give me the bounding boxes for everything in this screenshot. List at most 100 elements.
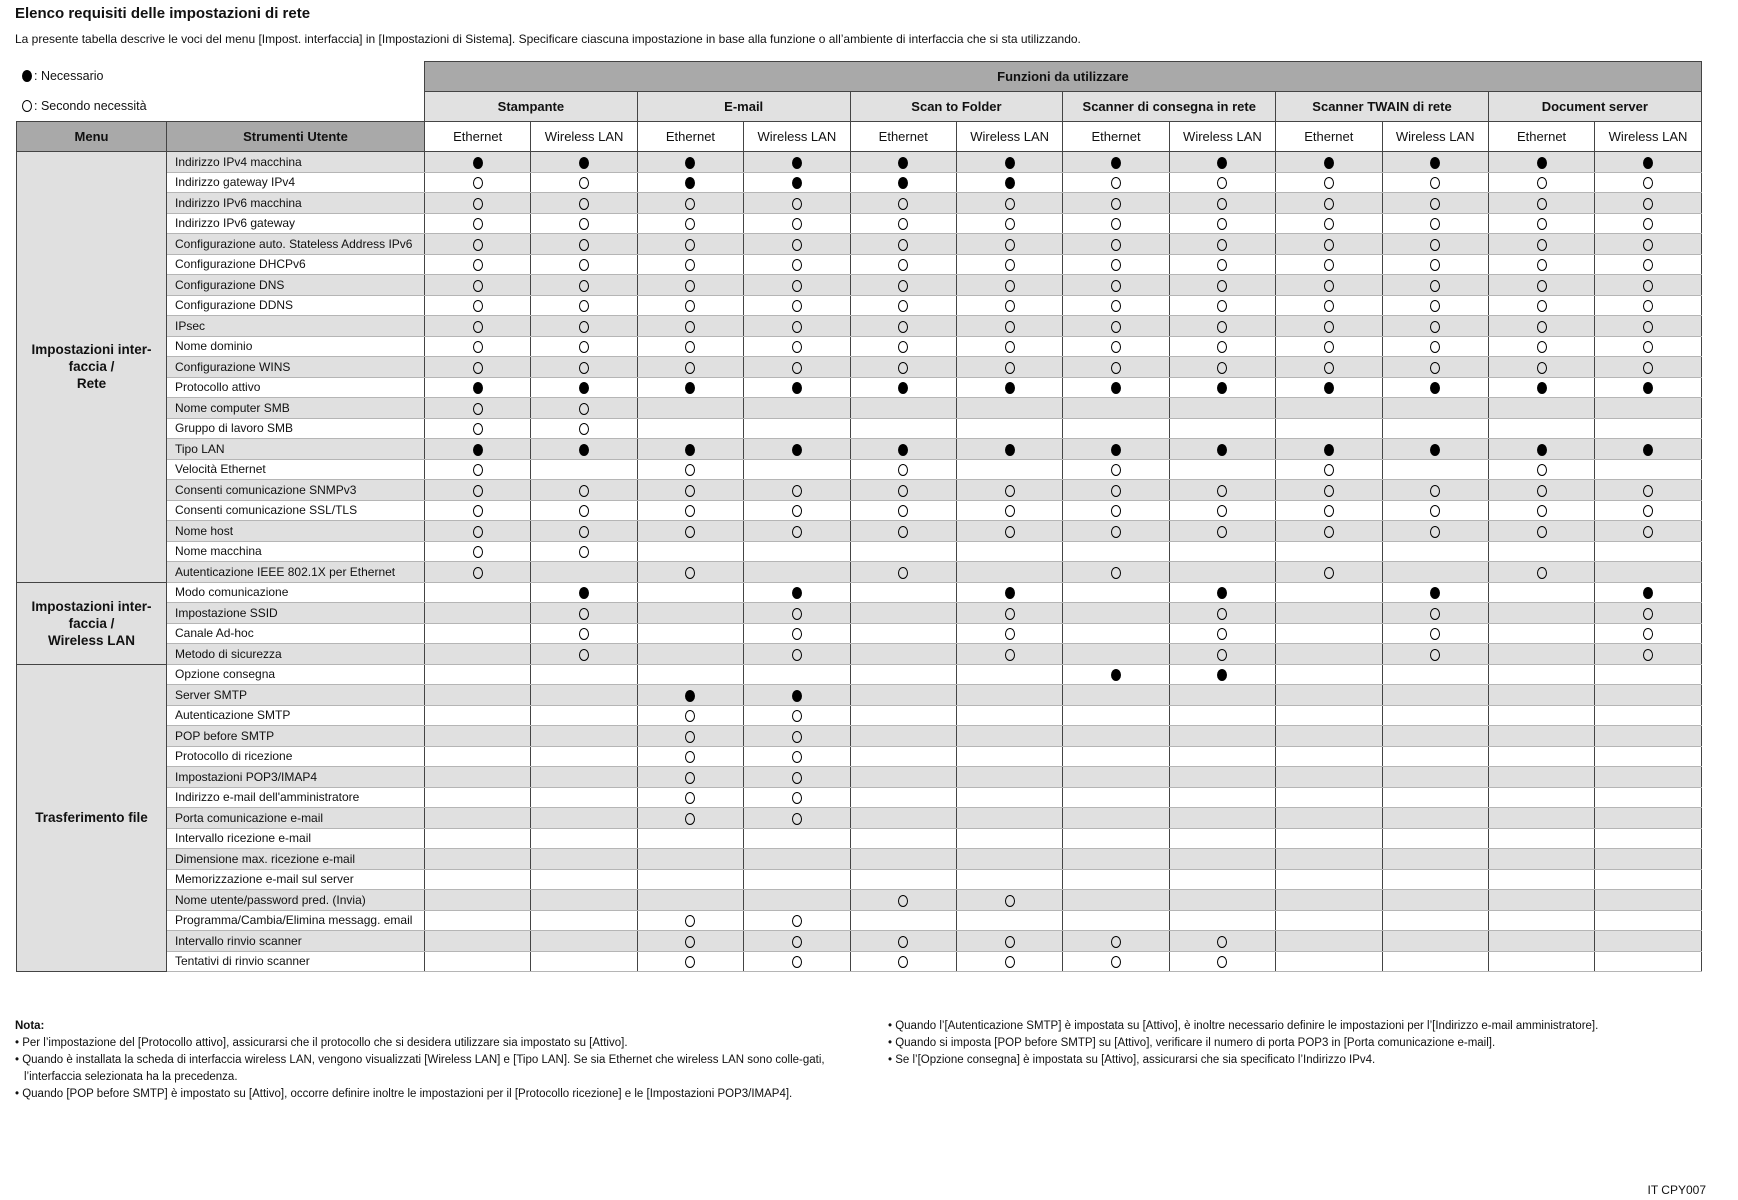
note-item: • Se l’[Opzione consegna] è impostata su…	[888, 1054, 1376, 1066]
requirement-cell	[1487, 479, 1596, 501]
requirement-cell	[636, 438, 745, 460]
requirement-cell	[955, 253, 1064, 275]
filled-circle-icon	[1643, 443, 1654, 456]
requirement-cell	[955, 930, 1064, 952]
requirement-cell	[1381, 643, 1489, 665]
open-circle-icon	[579, 177, 590, 190]
requirement-cell	[1381, 704, 1489, 726]
requirement-cell	[423, 376, 532, 398]
open-circle-icon	[1004, 607, 1015, 620]
requirement-cell	[636, 684, 745, 706]
user-tool-name: Modo comunicazione	[166, 581, 425, 603]
open-circle-icon	[579, 628, 590, 641]
requirement-cell	[849, 253, 957, 275]
requirement-cell	[1487, 704, 1596, 726]
open-circle-icon	[1004, 259, 1015, 272]
requirement-cell	[1381, 848, 1489, 870]
requirement-cell	[530, 376, 638, 398]
requirement-cell	[1594, 233, 1702, 255]
open-circle-icon	[791, 505, 802, 518]
function-header: Scan to Folder	[849, 91, 1064, 122]
requirement-cell	[1487, 684, 1596, 706]
requirement-cell	[955, 356, 1064, 378]
requirement-cell	[1594, 848, 1702, 870]
table-row: Protocollo attivo	[17, 376, 1702, 398]
open-circle-icon	[685, 505, 696, 518]
requirement-cell	[1168, 438, 1277, 460]
requirement-cell	[530, 684, 638, 706]
open-circle-icon	[1643, 259, 1654, 272]
open-circle-icon	[579, 484, 590, 497]
open-circle-icon	[1323, 218, 1334, 231]
open-circle-icon	[791, 751, 802, 764]
requirement-cell	[1062, 376, 1170, 398]
open-circle-icon	[1643, 279, 1654, 292]
requirement-cell	[1487, 294, 1596, 316]
open-circle-icon	[1004, 894, 1015, 907]
requirement-cell	[1168, 458, 1277, 480]
requirement-cell	[955, 397, 1064, 419]
requirement-cell	[1594, 458, 1702, 480]
requirement-cell	[955, 561, 1064, 583]
requirement-cell	[743, 458, 851, 480]
open-circle-icon	[685, 238, 696, 251]
requirement-cell	[1062, 540, 1170, 562]
requirement-cell	[955, 663, 1064, 685]
requirement-cell	[743, 643, 851, 665]
requirement-cell	[1275, 458, 1383, 480]
open-circle-icon	[791, 361, 802, 374]
requirement-cell	[1168, 930, 1277, 952]
open-circle-icon	[1217, 525, 1228, 538]
open-circle-icon	[472, 259, 483, 272]
requirement-cell	[1594, 499, 1702, 521]
requirement-cell	[1275, 581, 1383, 603]
requirement-cell	[1594, 151, 1702, 173]
requirement-cell	[636, 335, 745, 357]
open-circle-icon	[1643, 628, 1654, 641]
requirement-cell	[1381, 745, 1489, 767]
open-circle-icon	[1217, 197, 1228, 210]
requirement-cell	[743, 684, 851, 706]
legend-optional-label: : Secondo necessità	[34, 99, 147, 113]
header-row-function-names: Stampante E-mail Scan to Folder Scanner di …	[17, 91, 1702, 122]
table-row: Configurazione WINS	[17, 356, 1702, 378]
filled-circle-icon	[1643, 156, 1654, 169]
requirement-cell	[1275, 868, 1383, 890]
requirement-cell	[1594, 376, 1702, 398]
open-circle-icon	[1217, 341, 1228, 354]
requirement-cell	[1594, 561, 1702, 583]
filled-circle-icon	[1111, 156, 1122, 169]
requirement-cell	[1381, 622, 1489, 644]
filled-circle-icon	[22, 70, 32, 82]
requirement-cell	[1275, 766, 1383, 788]
open-circle-icon	[1111, 218, 1122, 231]
open-circle-icon	[1323, 238, 1334, 251]
requirement-cell	[530, 725, 638, 747]
requirement-cell	[1487, 335, 1596, 357]
requirement-cell	[1381, 233, 1489, 255]
requirement-cell	[423, 868, 532, 890]
requirement-cell	[636, 253, 745, 275]
requirement-cell	[1381, 171, 1489, 193]
table-row: Nome computer SMB	[17, 397, 1702, 419]
requirement-cell	[530, 827, 638, 849]
open-circle-icon	[791, 956, 802, 969]
filled-circle-icon	[1323, 443, 1334, 456]
open-circle-icon	[1217, 628, 1228, 641]
requirement-cell	[849, 561, 957, 583]
requirement-cell	[636, 561, 745, 583]
notes-heading: Nota:	[15, 1020, 45, 1032]
requirement-cell	[423, 458, 532, 480]
requirement-cell	[743, 930, 851, 952]
requirement-cell	[636, 622, 745, 644]
requirement-cell	[1487, 643, 1596, 665]
requirement-cell	[636, 602, 745, 624]
open-circle-icon	[898, 505, 909, 518]
requirement-cell	[1381, 458, 1489, 480]
requirement-cell	[849, 356, 957, 378]
open-circle-icon	[898, 320, 909, 333]
open-circle-icon	[1536, 320, 1547, 333]
requirement-cell	[955, 786, 1064, 808]
interface-header: Ethernet	[1062, 121, 1170, 152]
requirement-cell	[743, 602, 851, 624]
